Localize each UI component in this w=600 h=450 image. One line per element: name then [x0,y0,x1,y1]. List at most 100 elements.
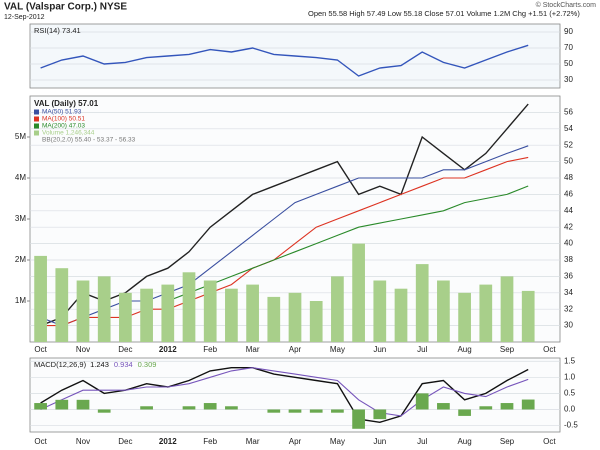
x-tick-label: Jun [373,437,386,446]
y-tick-label: 50 [564,59,573,68]
y-tick-label: 30 [564,321,573,330]
x-tick-label: Sep [500,437,515,446]
y-tick-label: 90 [564,27,573,36]
x-tick-label: Apr [289,437,302,446]
x-tick-label: Feb [203,437,217,446]
line [167,185,529,302]
bar [55,399,69,410]
y-tick-label: 46 [564,190,573,199]
y-tick-label: 50 [564,157,573,166]
bar [500,276,514,342]
x-tick-label: Dec [118,345,132,354]
x-tick-label: 2012 [159,437,177,446]
legend-entry: MA(50) 51.93 [42,109,82,116]
x-tick-label: Oct [34,345,47,354]
y-tick-label: 0.5 [564,389,576,398]
bar [331,276,344,342]
y-tick-label: 0.0 [564,405,576,414]
y-tick-label: -0.5 [564,421,578,430]
bar [97,276,111,342]
bar [521,399,535,410]
bar [267,409,281,413]
date: 12-Sep-2012 [4,14,45,21]
legend-entry: MA(100) 50.51 [42,116,85,123]
bar [394,288,408,342]
bar [97,409,111,413]
bar [373,280,387,342]
y-tick-label: 44 [564,206,573,215]
bar [267,296,281,342]
x-tick-label: Jul [417,345,427,354]
x-tick-label: Oct [543,437,556,446]
bar [479,284,493,342]
symbol: VAL (Valspar Corp.) NYSE [4,2,127,13]
x-tick-label: Aug [457,345,471,354]
y-tick-label: 36 [564,272,573,281]
y-tick-label: 40 [564,239,573,248]
bar [182,272,196,342]
bar [437,403,450,410]
legend-swatch [34,130,39,136]
bar [309,409,323,413]
x-tick-label: Nov [76,345,90,354]
x-tick-label: Apr [289,345,302,354]
bar [225,288,238,342]
y-tick-label: 52 [564,140,573,149]
x-tick-label: Oct [34,437,47,446]
x-tick-label: Jul [417,437,427,446]
bar [352,409,365,429]
bar [309,301,323,342]
bar [500,403,514,410]
bar [76,280,90,342]
y-tick-label: 38 [564,255,573,264]
x-tick-label: Sep [500,345,515,354]
legend-entry: 0.309 [138,360,157,369]
bar [479,406,493,410]
bar [55,268,69,342]
y-tick-label: 4M [15,173,26,182]
legend-swatch [34,123,39,129]
legend-entry: Volume 1,246,344 [42,130,95,137]
bar [521,290,535,342]
bar [182,406,196,410]
x-tick-label: Mar [246,345,260,354]
y-tick-label: 54 [564,124,573,133]
bar [373,409,387,420]
y-tick-label: 48 [564,173,573,182]
y-tick-label: 32 [564,304,573,313]
bar [288,409,302,413]
legend-title: VAL (Daily) 57.01 [34,99,99,108]
bar [352,243,365,342]
legend-entry: MA(200) 47.03 [42,123,85,130]
legend-title: MACD(12,26,9) [34,360,87,369]
y-tick-label: 1.0 [564,372,576,381]
legend-title: RSI(14) 73.41 [34,26,81,35]
y-tick-label: 56 [564,108,573,117]
bar [203,280,217,342]
legend-swatch [34,109,39,115]
annotation: BB(20,2.0) 55.40 - 53.37 - 56.33 [42,137,136,144]
bar [34,403,47,410]
bar [415,264,429,342]
x-tick-label: Mar [246,437,260,446]
bar [140,406,153,410]
y-tick-label: 34 [564,288,573,297]
bar [415,393,429,410]
y-tick-label: 42 [564,222,573,231]
source: © StockCharts.com [536,1,597,9]
x-tick-label: Oct [543,345,556,354]
line [40,44,529,77]
bar [34,255,47,342]
y-tick-label: 70 [564,43,573,52]
bar [140,288,153,342]
bar [119,292,132,342]
y-tick-label: 5M [15,132,26,141]
x-tick-label: Feb [203,345,217,354]
x-tick-label: Nov [76,437,90,446]
legend-swatch [34,116,39,122]
bar [246,284,259,342]
y-tick-label: 3M [15,214,26,223]
bar [458,409,471,416]
quote: Open 55.58 High 57.49 Low 55.18 Close 57… [308,9,580,18]
